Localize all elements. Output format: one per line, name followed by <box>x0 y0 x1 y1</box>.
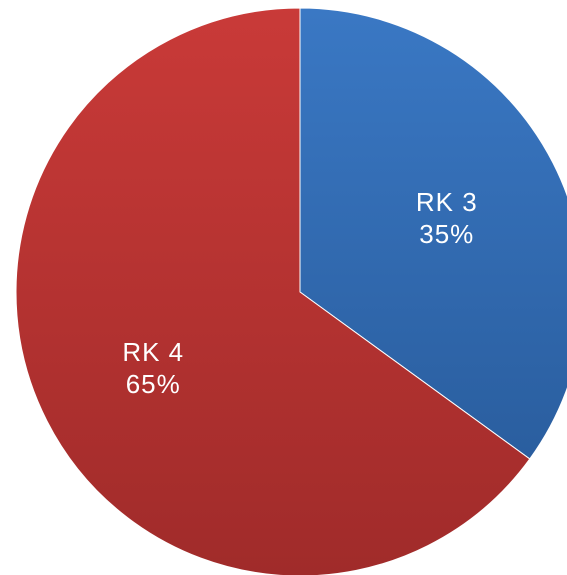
slice-percent-label: 35% <box>419 219 474 249</box>
pie-slice-rk-4 <box>15 7 531 575</box>
slice-percent-label: 65% <box>126 369 181 399</box>
slice-category-label: RK 3 <box>416 187 478 217</box>
pie-labels: RK 335% RK 465% <box>122 187 478 399</box>
slice-category-label: RK 4 <box>122 337 184 367</box>
pie-slices <box>15 7 567 575</box>
pie-slice-rk-3 <box>299 7 567 460</box>
